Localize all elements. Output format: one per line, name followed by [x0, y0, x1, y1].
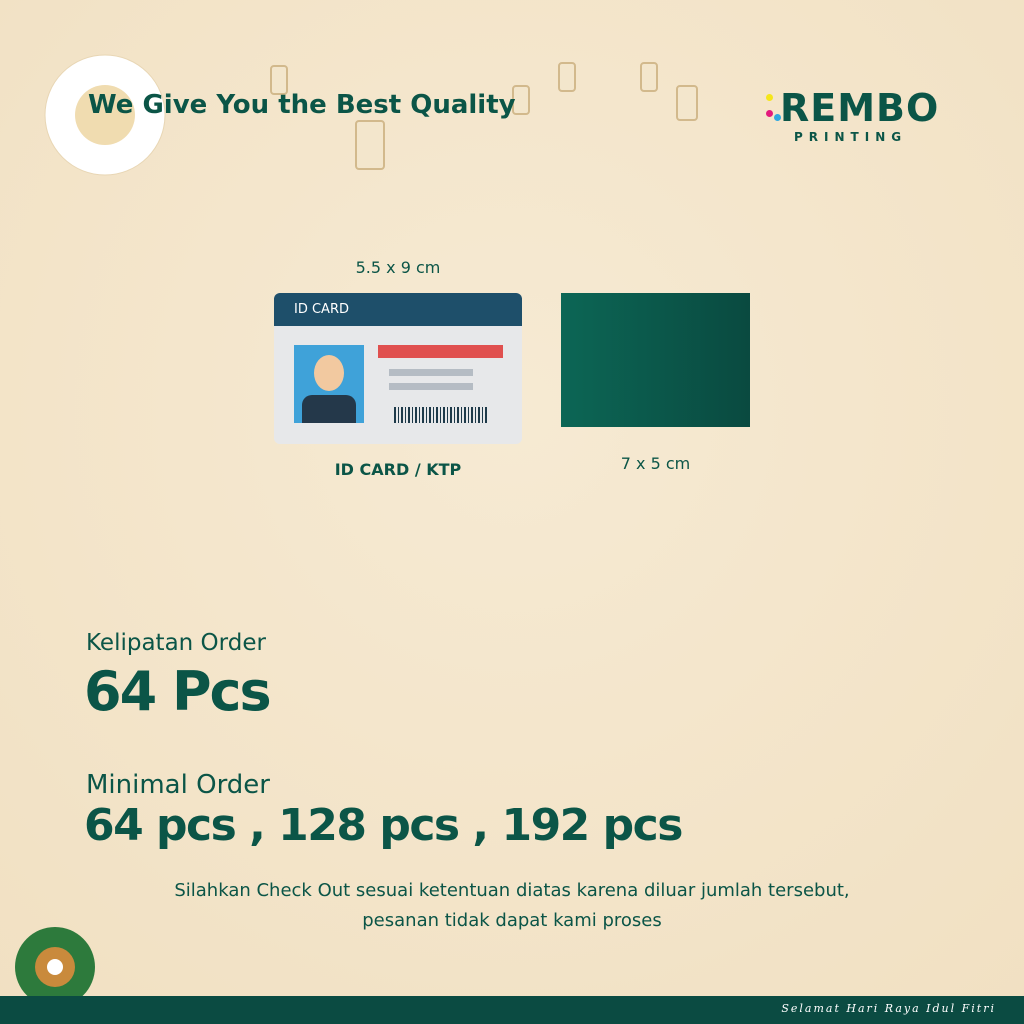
multiple-label: Kelipatan Order	[86, 630, 266, 656]
card-7x5-image	[561, 293, 750, 427]
logo-name: REMBO	[780, 86, 940, 130]
id-card-caption: ID CARD / KTP	[334, 460, 462, 479]
ornament-mandala-icon	[15, 927, 95, 996]
id-card-size: 5.5 x 9 cm	[355, 258, 441, 277]
id-card-header: ID CARD	[274, 293, 522, 326]
notice-line-1: Silahkan Check Out sesuai ketentuan diat…	[174, 880, 850, 901]
minimum-value: 64 pcs , 128 pcs , 192 pcs	[84, 800, 683, 851]
lantern-icon	[270, 65, 288, 95]
id-text-bar	[389, 369, 473, 376]
lantern-icon	[512, 85, 530, 115]
person-avatar-icon	[294, 345, 364, 423]
id-card-image: ID CARD	[274, 293, 522, 444]
card-7x5-size: 7 x 5 cm	[620, 454, 691, 473]
notice-line-2: pesanan tidak dapat kami proses	[362, 910, 662, 931]
id-name-bar	[378, 345, 503, 358]
logo-subtitle: PRINTING	[794, 130, 908, 144]
minimum-label: Minimal Order	[86, 770, 270, 800]
lantern-icon	[676, 85, 698, 121]
lantern-icon	[355, 120, 385, 170]
lantern-icon	[640, 62, 658, 92]
barcode-icon	[394, 407, 489, 423]
brand-logo: REMBO PRINTING	[766, 86, 939, 144]
notice: Silahkan Check Out sesuai ketentuan diat…	[0, 876, 1024, 936]
multiple-value: 64 Pcs	[84, 660, 272, 723]
id-text-bar	[389, 383, 473, 390]
ornament-flower-icon	[44, 54, 166, 176]
lantern-icon	[558, 62, 576, 92]
headline: We Give You the Best Quality	[88, 90, 516, 120]
footer-banner: Selamat Hari Raya Idul Fitri	[0, 996, 1024, 1024]
